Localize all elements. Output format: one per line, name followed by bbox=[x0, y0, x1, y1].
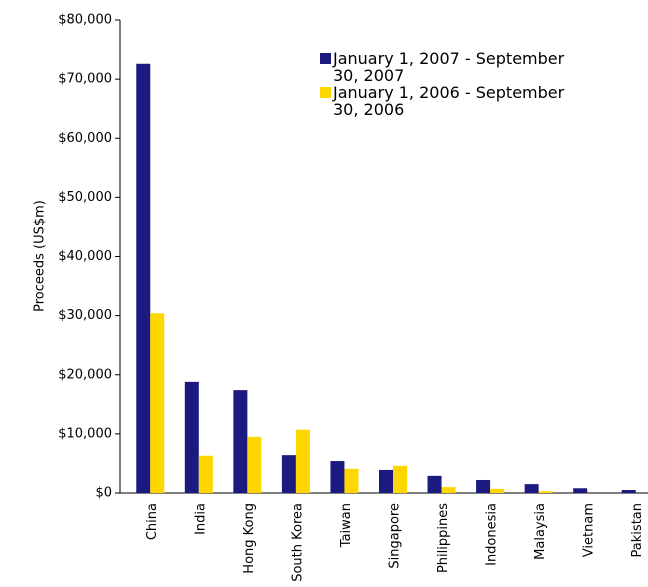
legend-item: January 1, 2007 - September 30, 2007 bbox=[320, 50, 590, 84]
bar bbox=[441, 487, 456, 493]
x-tick-label: Vietnam bbox=[582, 503, 597, 557]
y-tick-label: $0 bbox=[95, 486, 112, 501]
bar bbox=[150, 313, 165, 493]
bar bbox=[184, 381, 199, 493]
x-tick-label: Hong Kong bbox=[242, 503, 257, 574]
x-tick-label: Singapore bbox=[388, 503, 403, 569]
bar bbox=[524, 484, 539, 493]
y-tick-label: $50,000 bbox=[58, 190, 112, 205]
legend-swatch bbox=[320, 53, 331, 64]
bar bbox=[295, 429, 310, 493]
x-tick-label: Pakistan bbox=[630, 503, 645, 557]
bar bbox=[621, 490, 636, 493]
x-tick-label: China bbox=[145, 503, 160, 540]
bar bbox=[393, 465, 407, 493]
y-tick-label: $60,000 bbox=[58, 131, 112, 146]
y-tick-label: $10,000 bbox=[58, 426, 112, 441]
legend-label: January 1, 2007 - September 30, 2007 bbox=[333, 49, 565, 85]
bar bbox=[281, 455, 296, 493]
x-tick-label: Indonesia bbox=[485, 503, 500, 566]
x-tick-label: South Korea bbox=[290, 503, 305, 582]
legend-swatch bbox=[320, 87, 331, 98]
y-axis-label: Proceeds (US$m) bbox=[33, 200, 48, 312]
y-tick-label: $30,000 bbox=[58, 308, 112, 323]
bar bbox=[233, 390, 248, 493]
y-tick-label: $20,000 bbox=[58, 367, 112, 382]
legend-label: January 1, 2006 - September 30, 2006 bbox=[333, 83, 565, 119]
bar bbox=[247, 436, 262, 493]
bar bbox=[573, 488, 588, 493]
bar bbox=[379, 469, 393, 493]
bar bbox=[198, 455, 213, 493]
x-tick-label: Philippines bbox=[436, 503, 451, 573]
bar bbox=[344, 468, 359, 493]
legend-item: January 1, 2006 - September 30, 2006 bbox=[320, 84, 590, 118]
bar bbox=[476, 479, 491, 493]
x-tick-label: Malaysia bbox=[533, 503, 548, 560]
bar bbox=[538, 491, 553, 493]
bar bbox=[330, 461, 345, 493]
x-tick-label: India bbox=[193, 503, 208, 535]
x-tick-label: Taiwan bbox=[339, 503, 354, 548]
bar bbox=[427, 475, 442, 493]
bar bbox=[490, 488, 505, 493]
legend: January 1, 2007 - September 30, 2007 Janu… bbox=[320, 50, 590, 118]
y-tick-label: $40,000 bbox=[58, 249, 112, 264]
y-tick-label: $80,000 bbox=[58, 13, 112, 28]
y-tick-label: $70,000 bbox=[58, 72, 112, 87]
bar bbox=[136, 63, 151, 493]
